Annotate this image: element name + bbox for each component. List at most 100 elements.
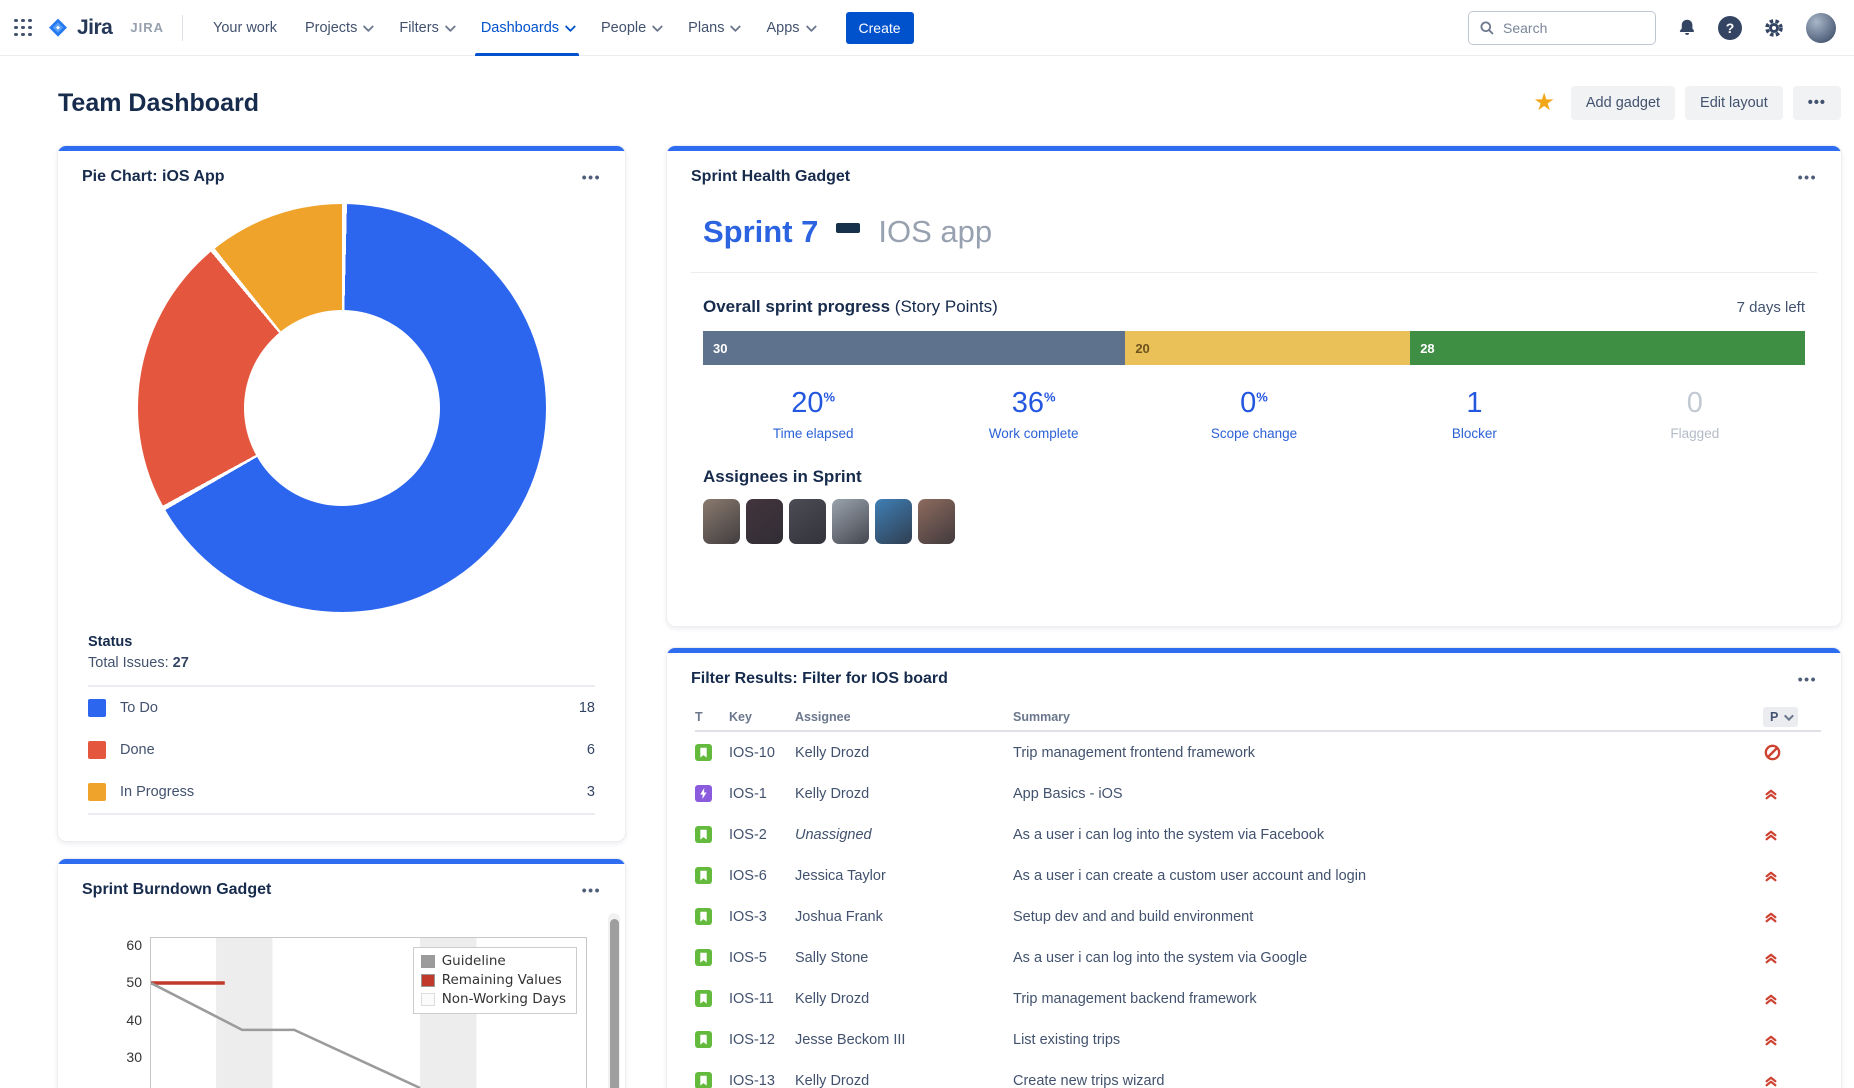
issue-key-link[interactable]: IOS-2 — [729, 827, 795, 843]
sprint-name-link[interactable]: Sprint 7 — [703, 214, 818, 250]
legend-swatch — [88, 741, 106, 759]
settings-gear-icon[interactable] — [1762, 16, 1786, 40]
issue-key-link[interactable]: IOS-10 — [729, 745, 795, 761]
assignee-avatar[interactable] — [832, 499, 869, 544]
dashboard-more-button[interactable]: ••• — [1793, 86, 1841, 120]
user-avatar[interactable] — [1806, 13, 1836, 43]
filter-gadget-menu-icon[interactable]: ••• — [1798, 671, 1817, 687]
story-type-icon — [695, 908, 729, 925]
assignee-avatar[interactable] — [789, 499, 826, 544]
issue-row: IOS-3Joshua FrankSetup dev and and build… — [695, 896, 1821, 937]
legend-item[interactable]: Done6 — [88, 729, 595, 771]
issue-key-link[interactable]: IOS-13 — [729, 1073, 795, 1088]
jira-logo[interactable]: Jira — [46, 16, 112, 40]
nav-item-filters[interactable]: Filters — [387, 0, 464, 56]
col-key: Key — [729, 710, 795, 724]
nav-item-apps[interactable]: Apps — [754, 0, 825, 56]
add-gadget-button[interactable]: Add gadget — [1571, 86, 1675, 120]
issue-key-link[interactable]: IOS-12 — [729, 1032, 795, 1048]
issue-summary-link[interactable]: App Basics - iOS — [1013, 786, 1763, 802]
issue-row: IOS-1Kelly DrozdApp Basics - iOS — [695, 773, 1821, 814]
story-type-icon — [695, 1072, 729, 1088]
dashboard-page: Team Dashboard ★ Add gadget Edit layout … — [0, 86, 1854, 1088]
nav-right-cluster: ? — [1468, 11, 1836, 45]
priority-highest-icon — [1763, 950, 1821, 966]
legend-item[interactable]: In Progress3 — [88, 771, 595, 813]
issue-summary-link[interactable]: As a user i can log into the system via … — [1013, 827, 1763, 843]
burndown-legend-swatch — [421, 955, 435, 968]
col-priority-sort[interactable]: P — [1763, 707, 1798, 727]
nav-item-projects[interactable]: Projects — [293, 0, 383, 56]
story-type-icon — [695, 826, 729, 843]
notifications-bell-icon[interactable] — [1676, 17, 1698, 39]
issue-summary-link[interactable]: Trip management frontend framework — [1013, 745, 1763, 761]
sprint-bar-segment: 20 — [1125, 331, 1410, 365]
sprint-stat-value: 20% — [703, 387, 923, 420]
assignee-avatar[interactable] — [703, 499, 740, 544]
sprint-gadget-menu-icon[interactable]: ••• — [1798, 169, 1817, 185]
search-input[interactable] — [1503, 20, 1645, 36]
sprint-stat: 1Blocker — [1364, 387, 1584, 441]
burndown-legend-item: Non-Working Days — [421, 991, 566, 1007]
nav-item-your-work[interactable]: Your work — [201, 0, 289, 56]
pie-gadget-menu-icon[interactable]: ••• — [582, 169, 601, 185]
issue-summary-link[interactable]: As a user i can log into the system via … — [1013, 950, 1763, 966]
sprint-bar-segment-value: 28 — [1420, 341, 1434, 356]
story-type-icon — [695, 949, 729, 966]
burndown-gadget-menu-icon[interactable]: ••• — [582, 882, 601, 898]
col-type: T — [695, 710, 729, 724]
filter-gadget-title: Filter Results: Filter for IOS board — [691, 670, 948, 688]
nav-item-people[interactable]: People — [589, 0, 672, 56]
favorite-star-icon[interactable]: ★ — [1533, 91, 1555, 115]
issue-summary-link[interactable]: Create new trips wizard — [1013, 1073, 1763, 1088]
gadget-scrollbar-track[interactable] — [608, 913, 620, 1088]
issue-summary-link[interactable]: Trip management backend framework — [1013, 991, 1763, 1007]
nav-item-dashboards[interactable]: Dashboards — [469, 0, 585, 56]
search-box[interactable] — [1468, 11, 1656, 45]
assignee-avatar[interactable] — [875, 499, 912, 544]
col-summary: Summary — [1013, 710, 1763, 724]
gadget-scrollbar-thumb[interactable] — [610, 919, 619, 1088]
issue-key-link[interactable]: IOS-5 — [729, 950, 795, 966]
nav-item-label: Projects — [305, 20, 357, 36]
chevron-down-icon — [652, 20, 663, 31]
sprint-stat-label: Flagged — [1585, 426, 1805, 441]
pie-legend: To Do18Done6In Progress3 — [88, 687, 595, 813]
issue-key-link[interactable]: IOS-1 — [729, 786, 795, 802]
issue-key-link[interactable]: IOS-6 — [729, 868, 795, 884]
app-switcher-icon[interactable] — [14, 19, 32, 37]
pie-gadget-title: Pie Chart: iOS App — [82, 168, 225, 186]
legend-item[interactable]: To Do18 — [88, 687, 595, 729]
nav-items: Your work Projects Filters Dashboards People… — [201, 0, 826, 56]
issue-summary-link[interactable]: List existing trips — [1013, 1032, 1763, 1048]
y-tick-label: 30 — [126, 1049, 142, 1065]
legend-swatch — [88, 699, 106, 717]
nav-item-label: Plans — [688, 20, 724, 36]
priority-highest-icon — [1763, 1073, 1821, 1088]
issue-key-link[interactable]: IOS-11 — [729, 991, 795, 1007]
legend-value: 6 — [587, 742, 595, 758]
chevron-down-icon — [1784, 711, 1794, 721]
issue-row: IOS-5Sally StoneAs a user i can log into… — [695, 937, 1821, 978]
issue-key-link[interactable]: IOS-3 — [729, 909, 795, 925]
epic-type-icon — [695, 785, 729, 802]
col-assignee: Assignee — [795, 710, 1013, 724]
assignee-avatar[interactable] — [918, 499, 955, 544]
divider — [88, 813, 595, 815]
status-donut-chart[interactable] — [138, 204, 546, 612]
chevron-down-icon — [805, 20, 816, 31]
help-icon[interactable]: ? — [1718, 16, 1742, 40]
assignee-avatar[interactable] — [746, 499, 783, 544]
jira-wordmark: Jira — [77, 16, 112, 40]
sprint-bar-segment-value: 20 — [1135, 341, 1149, 356]
issue-rows: IOS-10Kelly DrozdTrip management fronten… — [695, 732, 1821, 1088]
nav-item-plans[interactable]: Plans — [676, 0, 750, 56]
create-button[interactable]: Create — [846, 12, 914, 44]
filter-results-gadget: Filter Results: Filter for IOS board •••… — [667, 648, 1841, 1088]
edit-layout-button[interactable]: Edit layout — [1685, 86, 1783, 120]
sprint-stat-label: Blocker — [1364, 426, 1584, 441]
chevron-down-icon — [363, 20, 374, 31]
issue-summary-link[interactable]: As a user i can create a custom user acc… — [1013, 868, 1763, 884]
nav-item-label: Dashboards — [481, 20, 559, 36]
issue-summary-link[interactable]: Setup dev and and build environment — [1013, 909, 1763, 925]
